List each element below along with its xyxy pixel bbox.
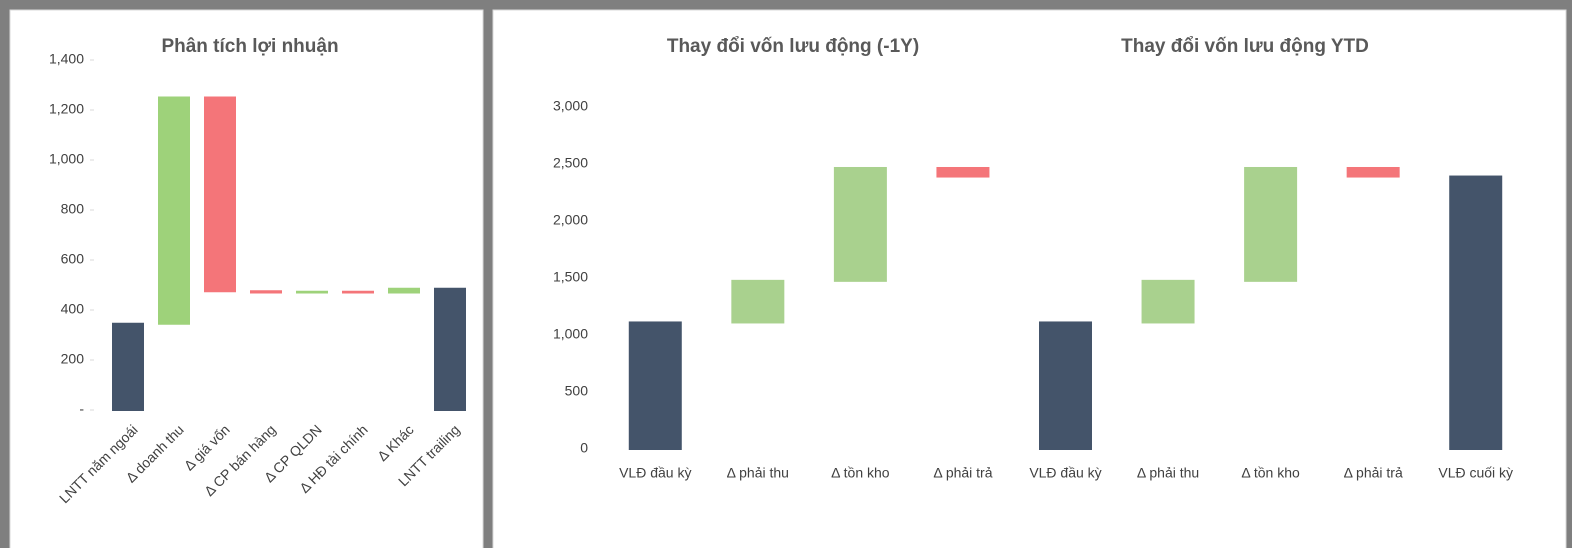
chart-title: Thay đổi vốn lưu động (-1Y) — [667, 36, 919, 57]
chart-title: Phân tích lợi nhuận — [161, 36, 338, 57]
bar — [342, 290, 374, 294]
y-tick-label: 500 — [565, 383, 589, 399]
chart-title: Thay đổi vốn lưu động YTD — [1121, 36, 1369, 57]
bar — [204, 96, 236, 293]
x-tick-label: Δ tồn kho — [1241, 465, 1300, 481]
y-tick-label: 1,000 — [553, 326, 588, 342]
x-tick-label: Δ tồn kho — [831, 465, 890, 481]
bar — [936, 166, 990, 178]
y-tick-label: 1,200 — [49, 101, 84, 117]
bar — [434, 287, 466, 411]
x-tick-label: Δ phải thu — [727, 465, 789, 481]
y-tick-label: 200 — [61, 351, 85, 367]
x-tick-label: VLĐ đầu kỳ — [619, 465, 691, 481]
bar — [112, 322, 144, 411]
bar — [250, 290, 282, 294]
x-tick-label: Δ phải thu — [1137, 465, 1199, 481]
bar — [158, 96, 190, 325]
y-tick-label: - — [79, 401, 84, 417]
bar — [833, 166, 887, 282]
bar — [1449, 175, 1503, 451]
y-tick-label: 2,500 — [553, 155, 588, 171]
bar — [388, 287, 420, 294]
x-tick-label: Δ phải trả — [933, 465, 992, 481]
y-tick-label: 3,000 — [553, 98, 588, 114]
bar — [296, 290, 328, 294]
x-tick-label: VLĐ đầu kỳ — [1029, 465, 1101, 481]
bar — [1346, 166, 1400, 178]
y-tick-label: 1,400 — [49, 51, 84, 67]
bar — [628, 321, 682, 450]
x-tick-label: Δ phải trả — [1344, 465, 1403, 481]
y-tick-label: 1,000 — [49, 151, 84, 167]
x-tick-label: VLĐ cuối kỳ — [1438, 465, 1513, 481]
left-panel — [9, 9, 484, 548]
y-tick-label: 0 — [580, 440, 588, 456]
bar — [1141, 279, 1195, 324]
y-tick-label: 600 — [61, 251, 85, 267]
bar — [1244, 166, 1298, 282]
right-panel — [492, 9, 1567, 548]
y-tick-label: 1,500 — [553, 269, 588, 285]
y-tick-label: 400 — [61, 301, 85, 317]
y-tick-label: 2,000 — [553, 212, 588, 228]
y-tick-label: 800 — [61, 201, 85, 217]
bar — [731, 279, 785, 324]
bar — [1039, 321, 1092, 450]
